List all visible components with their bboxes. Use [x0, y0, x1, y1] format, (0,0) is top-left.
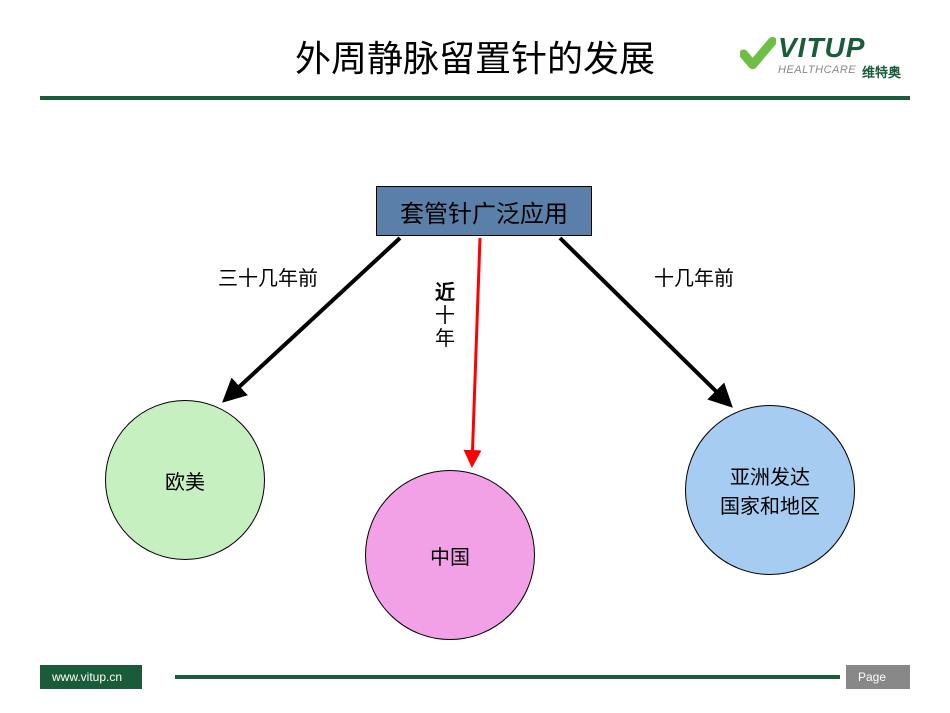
arrow-label-center: 近十年 [435, 282, 455, 351]
circle-eu-us: 欧美 [105, 400, 265, 560]
footer: www.vitup.cn Page [40, 665, 910, 689]
circle-asia-dev-label: 亚洲发达国家和地区 [720, 461, 820, 519]
circle-eu-us-label: 欧美 [165, 466, 205, 495]
title-divider [40, 96, 910, 100]
circle-asia-dev: 亚洲发达国家和地区 [685, 405, 855, 575]
footer-url: www.vitup.cn [40, 665, 142, 689]
circle-china-label: 中国 [430, 541, 470, 570]
footer-page: Page [846, 665, 910, 689]
circle-china: 中国 [365, 470, 535, 640]
logo-text-main: VITUP [778, 32, 865, 64]
logo-text-sub: HEALTHCARE [778, 64, 856, 76]
logo-text-cn: 维特奥 [862, 62, 901, 81]
footer-bar [175, 675, 840, 679]
brand-logo: VITUP HEALTHCARE 维特奥 [740, 30, 910, 90]
root-box-label: 套管针广泛应用 [400, 194, 568, 229]
root-box: 套管针广泛应用 [376, 186, 592, 236]
check-icon [740, 36, 776, 72]
arrow-label-left: 三十几年前 [218, 262, 318, 291]
slide: 外周静脉留置针的发展 VITUP HEALTHCARE 维特奥 套管针广泛应用 … [0, 0, 950, 713]
arrow-label-right: 十几年前 [654, 262, 734, 291]
